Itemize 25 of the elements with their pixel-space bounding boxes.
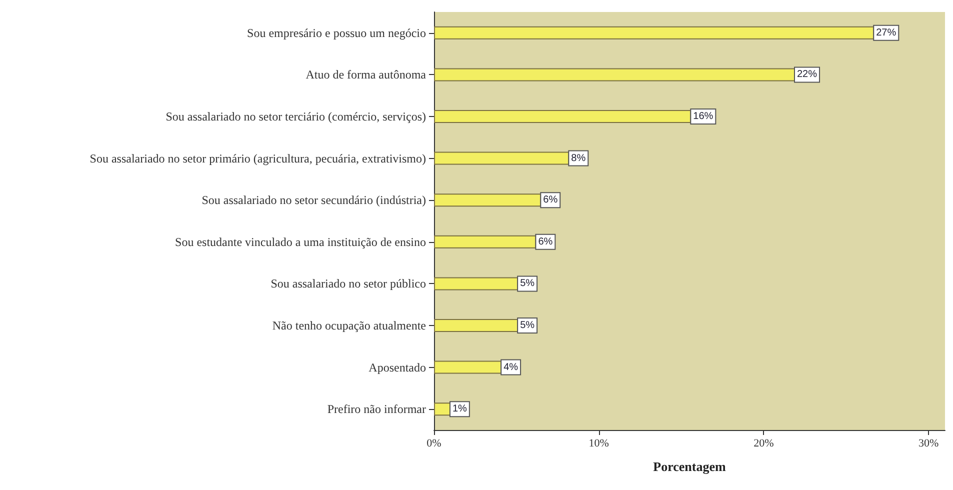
y-tick-label: Sou assalariado no setor terciário (comércio, serviços) bbox=[166, 110, 426, 124]
y-tick-label: Sou assalariado no setor público bbox=[270, 276, 426, 291]
y-tick-label: Prefiro não informar bbox=[327, 402, 426, 416]
data-label: 6% bbox=[538, 236, 553, 248]
y-tick-label: Sou estudante vinculado a uma instituição de ensino bbox=[175, 234, 426, 249]
x-tick-label: 30% bbox=[918, 438, 939, 450]
y-tick-label: Sou assalariado no setor primário (agricultura, pecuária, extrativismo) bbox=[90, 151, 426, 166]
data-label: 6% bbox=[543, 194, 558, 206]
x-axis-title: Porcentagem bbox=[653, 459, 726, 474]
data-label: 16% bbox=[693, 111, 714, 122]
y-tick-label: Aposentado bbox=[368, 360, 426, 374]
x-tick-label: 20% bbox=[754, 438, 774, 450]
data-label: 27% bbox=[876, 27, 896, 38]
y-tick-label: Sou empresário e possuo um negócio bbox=[247, 26, 426, 40]
data-label: 5% bbox=[520, 320, 535, 331]
y-tick-label: Não tenho ocupação atualmente bbox=[272, 318, 426, 332]
data-label: 8% bbox=[571, 152, 586, 164]
data-label: 4% bbox=[504, 362, 518, 373]
data-label: 22% bbox=[796, 69, 818, 80]
x-tick-label: 0% bbox=[426, 438, 442, 450]
x-tick-label: 10% bbox=[588, 438, 609, 450]
data-label: 1% bbox=[452, 404, 468, 415]
data-label: 5% bbox=[520, 278, 535, 290]
y-tick-label: Atuo de forma autônoma bbox=[306, 68, 427, 82]
y-tick-label: Sou assalariado no setor secundário (indústria) bbox=[202, 193, 426, 208]
